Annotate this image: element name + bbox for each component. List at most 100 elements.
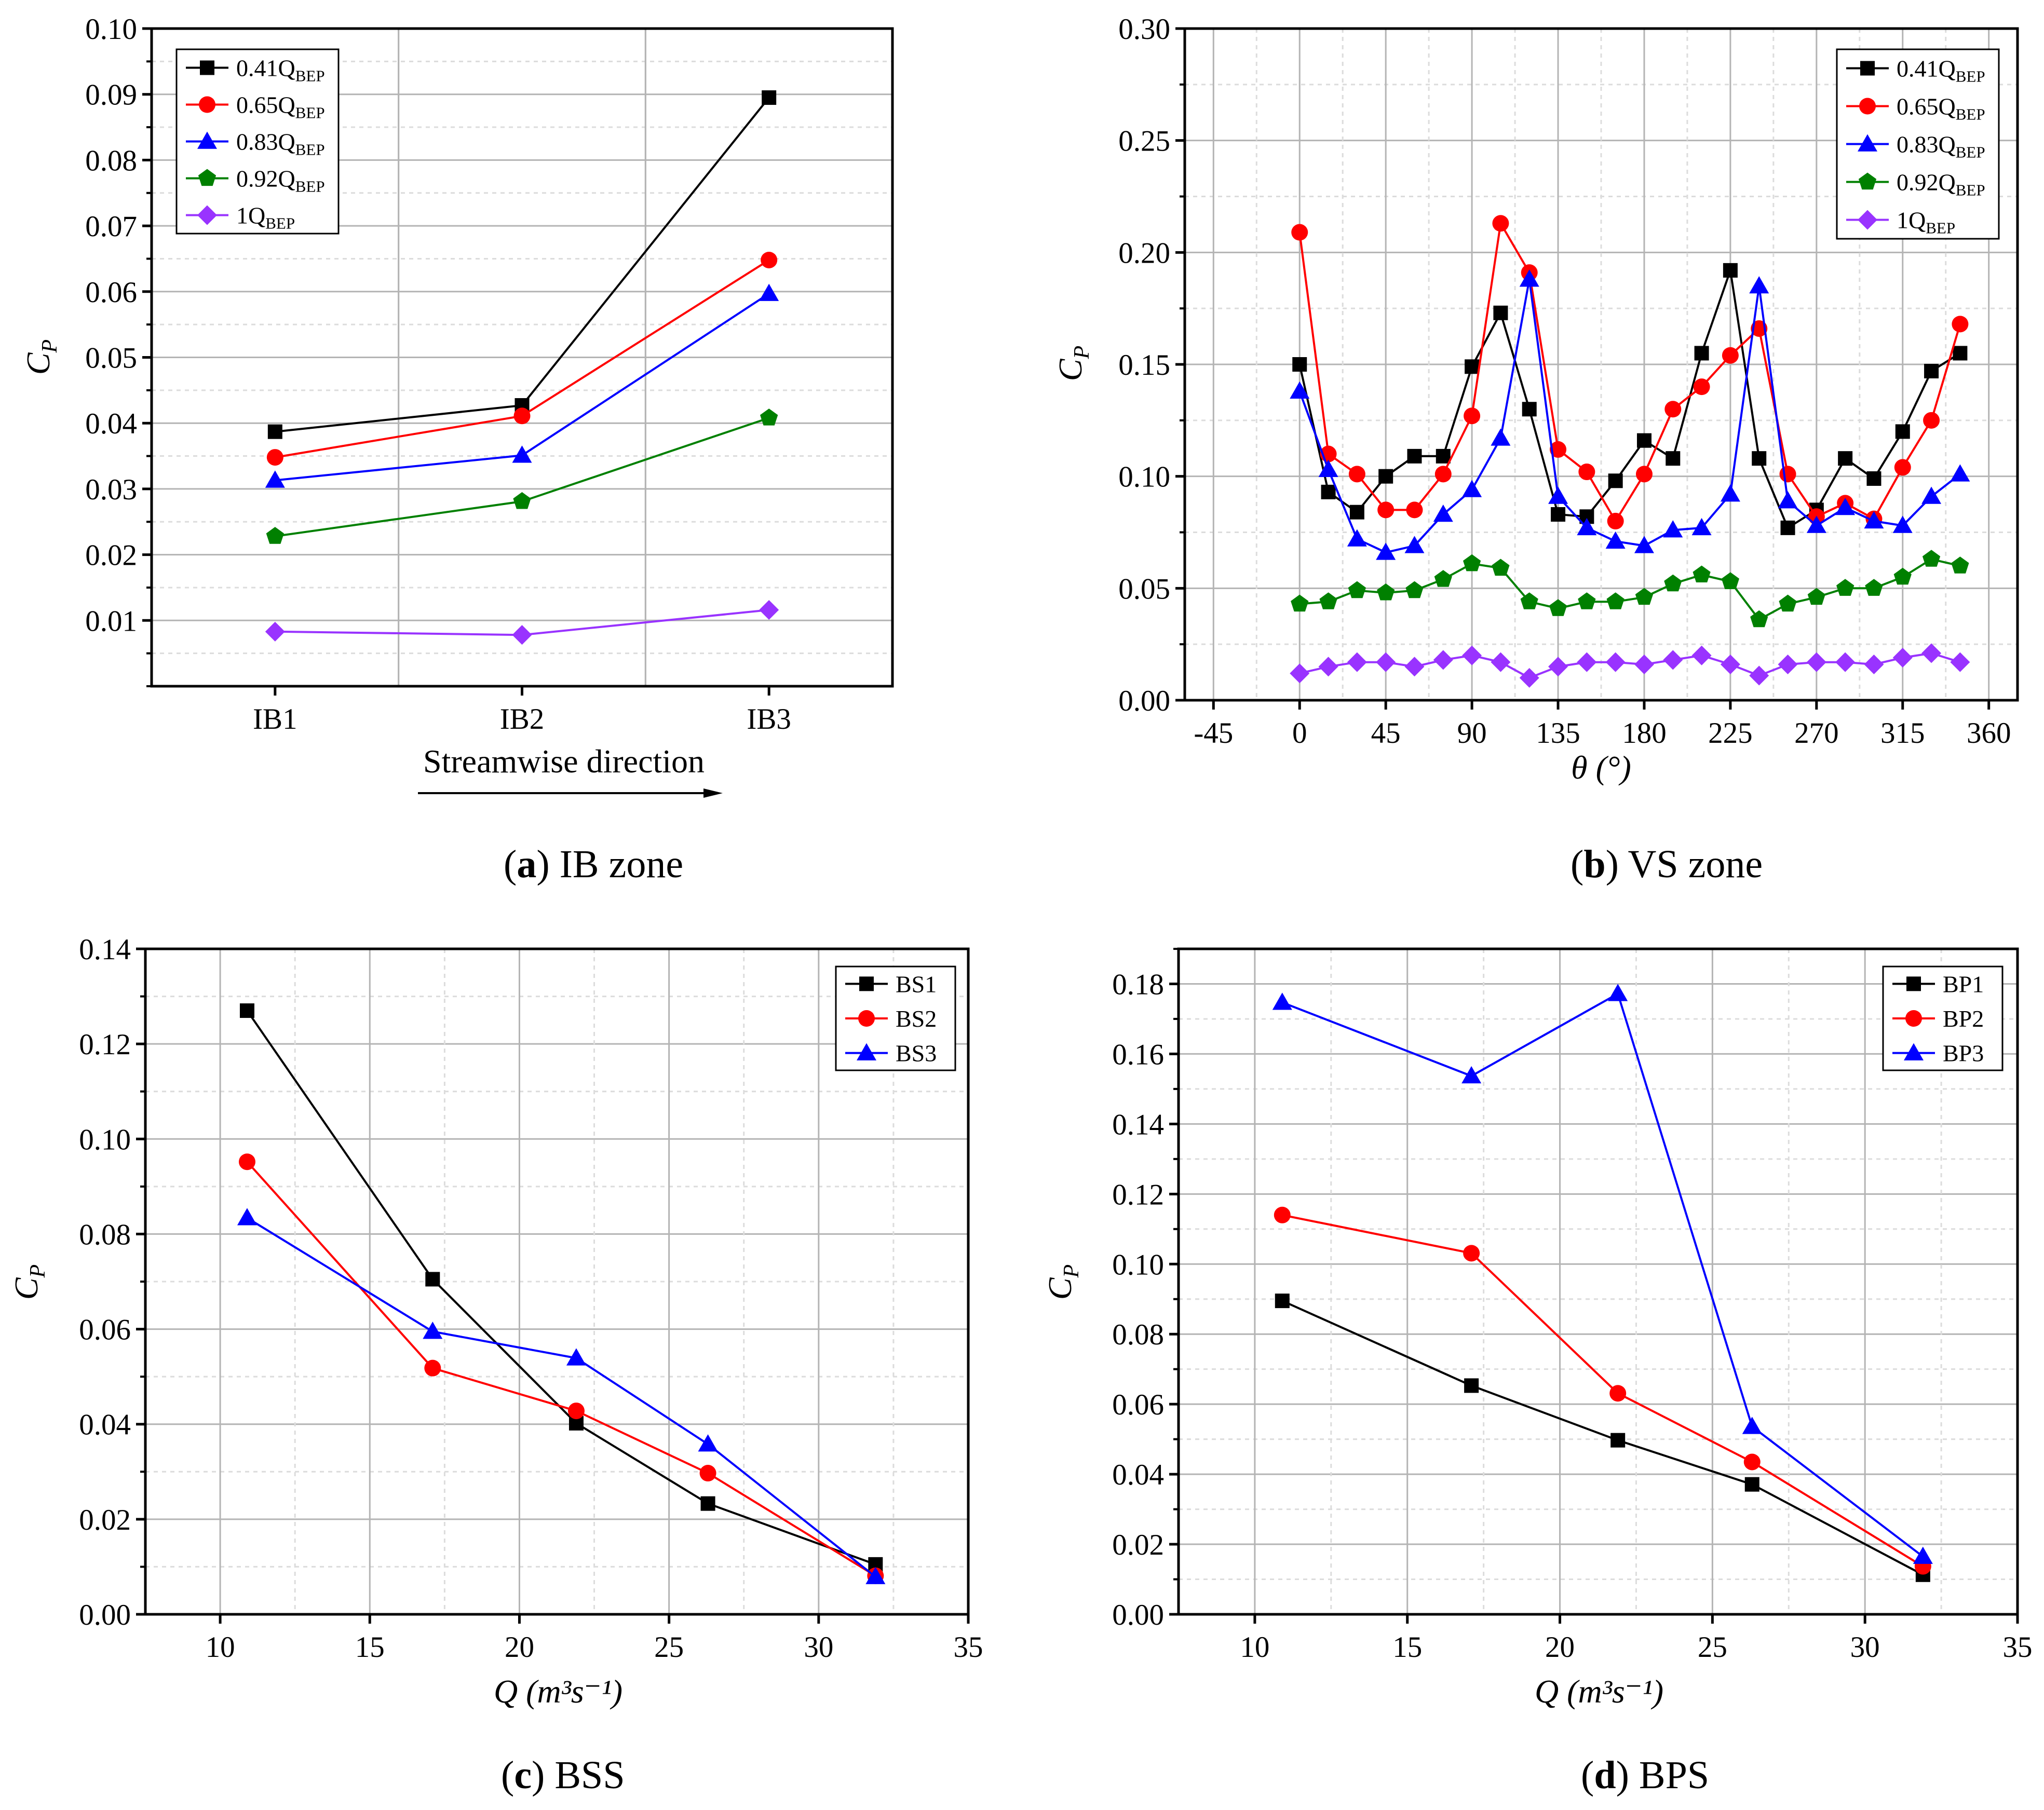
x-tick-label: 135 [1536,717,1580,750]
x-tick-label: 225 [1708,717,1753,750]
y-tick-label: 0.12 [1112,1178,1164,1211]
panel-caption-close: ) [1606,842,1619,886]
legend-label-text: 0.92Q [1897,169,1956,196]
data-point [1806,652,1826,672]
data-point [1404,536,1425,553]
data-point [1636,433,1652,448]
data-point [1923,412,1940,429]
y-axis-label: CP [1041,1264,1084,1300]
data-point [1550,441,1567,458]
legend-label-text: BP3 [1943,1040,1984,1067]
data-point [761,251,778,268]
y-tick-label: 0.05 [1118,573,1170,605]
y-tick-label: 0.30 [1118,13,1170,46]
legend-label-text: BS3 [896,1040,937,1067]
data-point [1436,448,1451,464]
panel-caption: (c) BSS [501,1753,625,1797]
series-line-1q [1299,652,1960,679]
y-tick-label: 0.04 [1112,1459,1164,1491]
data-point [1664,401,1682,418]
data-point [1720,484,1740,502]
legend-label-subscript: BEP [295,67,325,85]
data-point [1348,581,1366,598]
legend-label-text: 0.83Q [236,129,295,155]
legend-label-subscript: BEP [1956,181,1985,199]
data-point [1865,579,1883,596]
data-point [1461,1066,1482,1084]
data-point [1291,224,1308,241]
data-point [1519,269,1539,287]
data-point [1274,1206,1291,1223]
data-point [1691,518,1712,536]
legend-marker [1858,134,1877,152]
x-tick-label: 30 [1850,1631,1880,1664]
x-tick-label: 30 [804,1631,833,1664]
y-tick-label: 0.00 [79,1599,131,1631]
data-point [1347,652,1367,672]
legend-label-text: BS1 [896,971,937,997]
x-tick-label: 35 [954,1631,983,1664]
data-point [1893,567,1912,585]
y-tick-label: 0.10 [79,1123,131,1156]
data-point [1609,1385,1627,1402]
chart-panel-b: 0.00 0.05 0.10 0.15 0.20 0.25 0.30 -45 0 45 90 135 1… [1052,13,2019,886]
data-point [267,424,282,439]
panel-caption: (d) BPS [1581,1753,1709,1797]
legend-label: 0.92QBEP [1897,169,1985,199]
legend-label: 0.92QBEP [236,166,325,196]
panel-caption-letter: c [514,1753,532,1797]
data-point [1492,215,1509,232]
data-point [1953,346,1968,361]
data-point [1693,378,1710,396]
y-tick-label: 0.02 [1112,1529,1164,1561]
legend-marker [1860,61,1875,76]
panel-caption: (b) VS zone [1571,842,1763,886]
data-point [759,600,779,620]
data-point [1465,359,1480,374]
y-axis-label: CP [8,1264,50,1300]
panel-caption-close: ) [532,1753,545,1797]
panel-caption-letter: b [1583,842,1605,886]
data-point [266,527,284,544]
series-line-bp3 [1282,992,1924,1558]
series-line-bs1 [246,1010,876,1566]
x-axis-label: Q (m³s⁻¹) [1535,1673,1663,1710]
data-point [1924,363,1939,378]
legend-marker [1905,1010,1922,1027]
y-tick-label: 0.15 [1118,349,1170,382]
legend-label-text: BP1 [1943,971,1984,997]
data-point [1321,484,1336,499]
x-tick-label: 180 [1622,717,1667,750]
panel-caption-open: ( [504,842,517,886]
legend-label: 1QBEP [1897,207,1955,237]
x-tick-label: 25 [1698,1631,1727,1664]
data-point [1548,657,1568,677]
data-point [1406,501,1423,519]
data-point [1377,583,1395,601]
data-point [1464,1378,1479,1393]
panel-caption-letter: a [517,842,536,886]
data-point [1838,451,1853,466]
y-tick-label: 0.04 [85,407,137,440]
data-point [1742,1417,1762,1434]
data-point [1951,556,1969,574]
data-point [1549,599,1567,616]
panel-caption-open: ( [1571,842,1583,886]
chart-panel-c: 0.00 0.02 0.04 0.06 0.08 0.10 0.12 0.14 10 15 20 25… [8,933,983,1797]
data-point [1778,491,1798,509]
data-point [1864,654,1884,674]
y-axis-label-main: C [1052,358,1089,381]
data-point [865,1567,886,1584]
y-tick-label: 0.04 [79,1409,131,1441]
panel-caption-close: ) [536,842,549,886]
data-point [1635,588,1654,605]
data-point [1464,407,1481,425]
data-point [1663,520,1683,538]
x-tick-label: 10 [1240,1631,1269,1664]
streamwise-arrow-head [703,788,723,798]
data-point [1894,459,1911,476]
legend-marker [857,1043,876,1060]
data-point [1866,471,1881,486]
data-point [1377,501,1395,519]
legend-label: BS2 [896,1005,937,1032]
